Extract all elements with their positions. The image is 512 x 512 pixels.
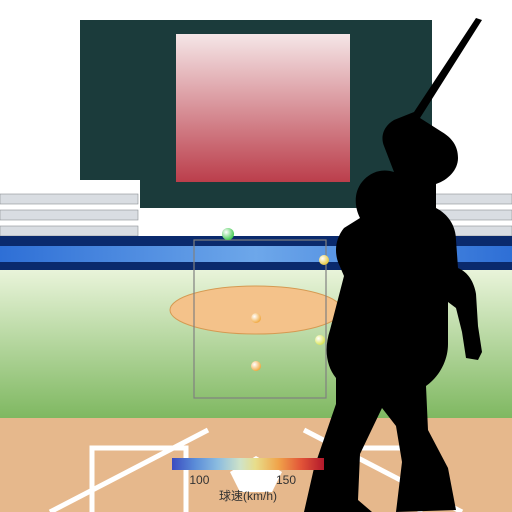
pitch-highlight [319,255,329,265]
scoreboard-screen [176,34,350,182]
colorbar [172,458,324,470]
colorbar-tick: 150 [276,473,296,487]
pitch-highlight [315,335,325,345]
stands-row [0,210,138,220]
pitch-highlight [251,361,261,371]
pitch-location-chart: 100 150 球速(km/h) [0,0,512,512]
pitch-highlight [222,228,234,240]
stands-row [0,226,138,236]
pitch-highlight [251,313,261,323]
colorbar-tick: 100 [189,473,209,487]
pitchers-mound [170,286,342,334]
colorbar-label: 球速(km/h) [219,489,277,503]
stands-row [0,194,138,204]
